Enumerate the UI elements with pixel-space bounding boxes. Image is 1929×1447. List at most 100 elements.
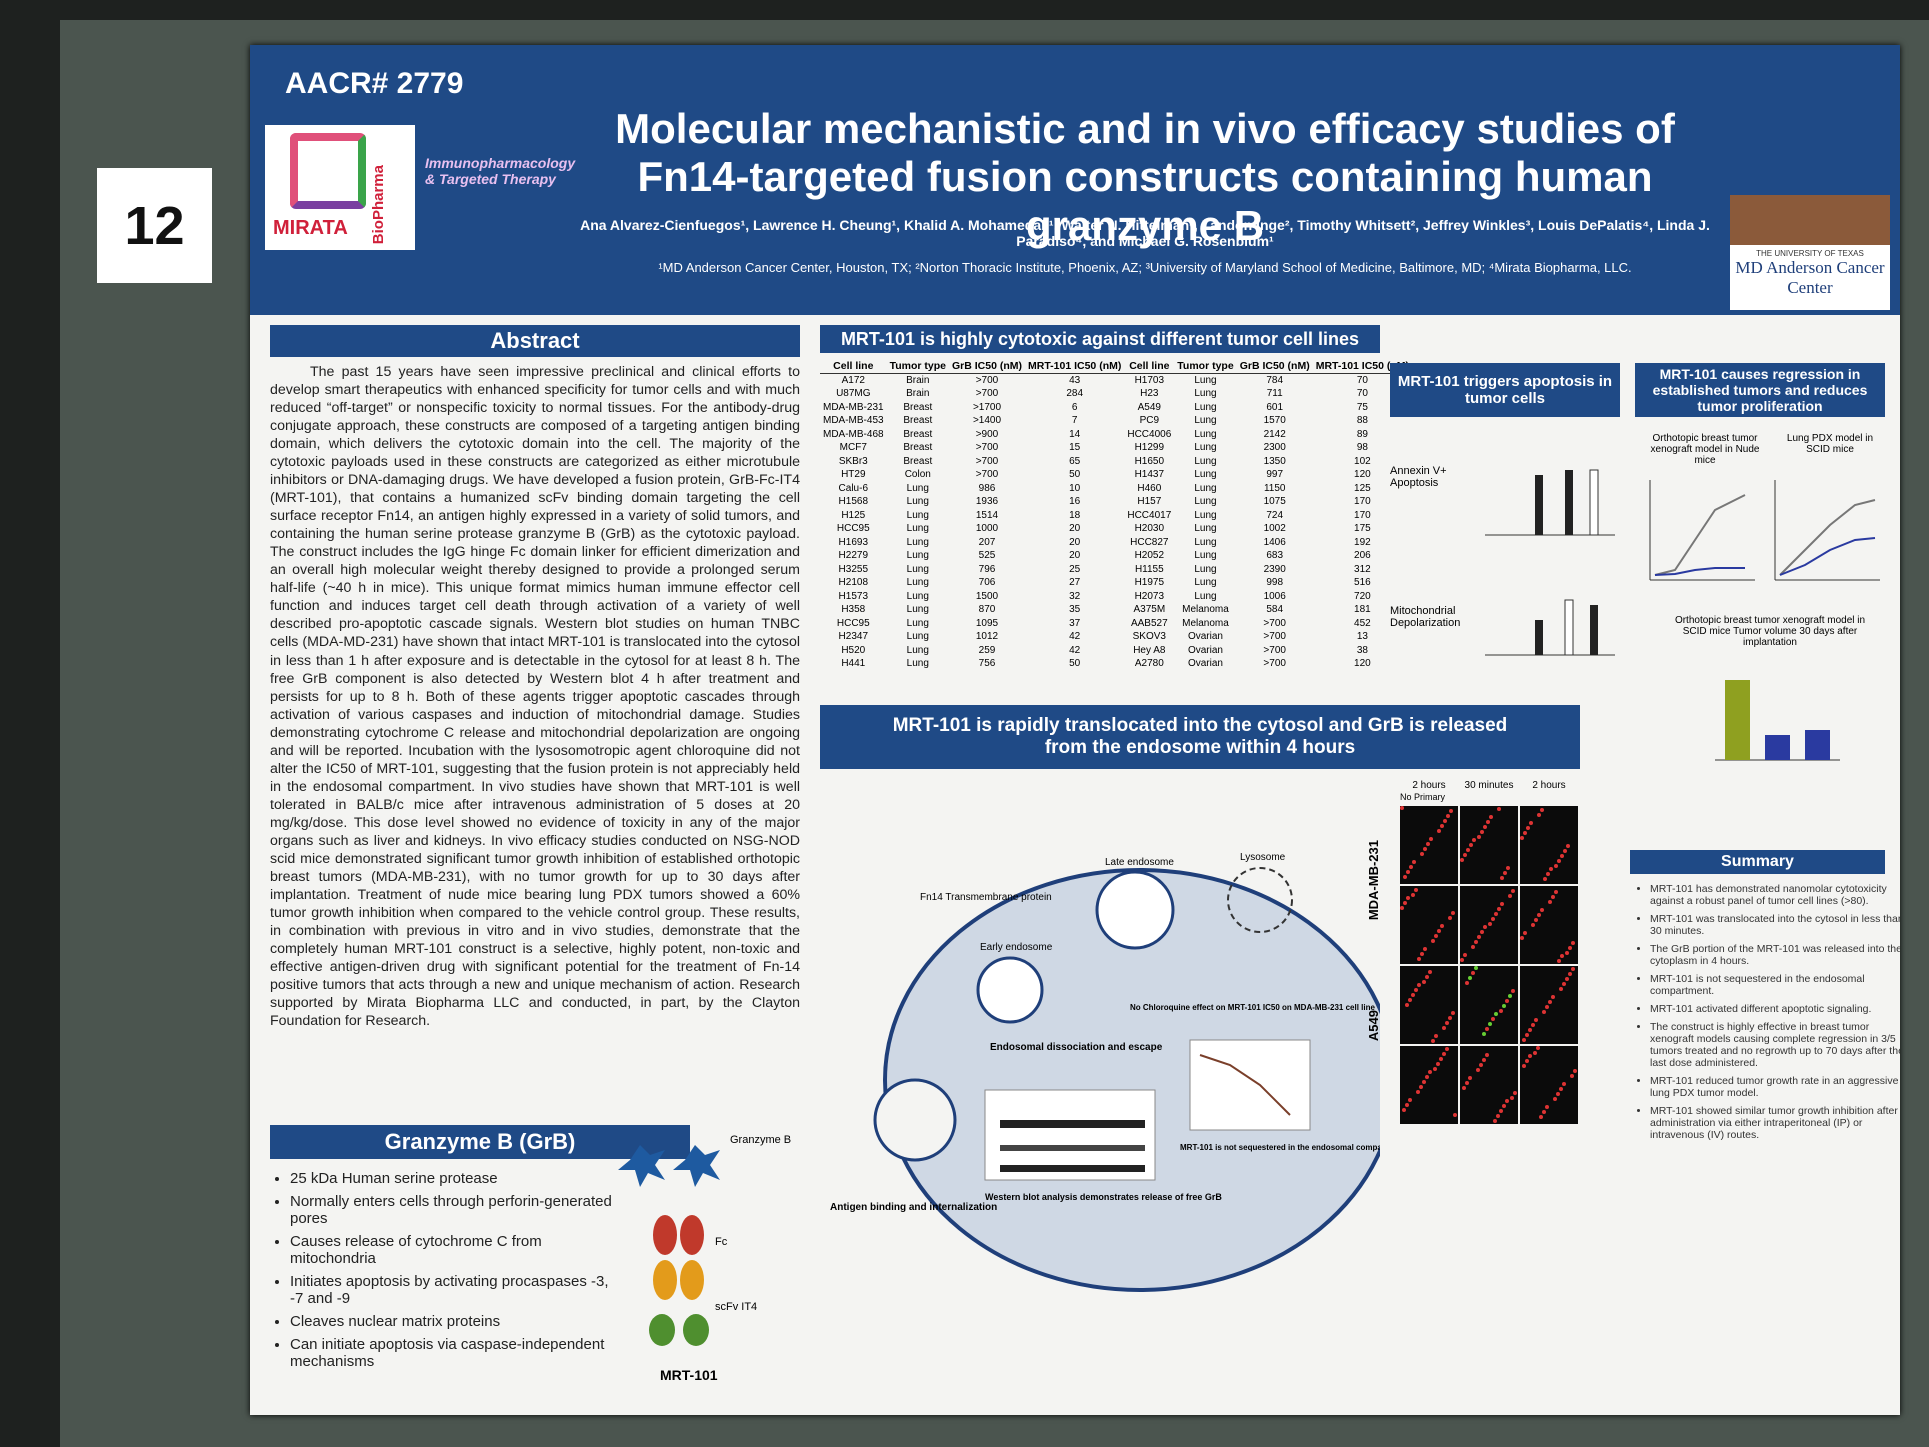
table-cell: >700: [1263, 631, 1286, 643]
cell-dot: [1451, 1011, 1455, 1015]
curve: [1654, 567, 1745, 576]
cell-dot: [1533, 1051, 1537, 1055]
table-cell: 102: [1354, 455, 1371, 467]
cell-dot: [1539, 1115, 1543, 1119]
table-cell: Lung: [906, 509, 929, 521]
table-cell: 20: [1069, 536, 1081, 548]
diagram-label: No Chloroquine effect on MRT-101 IC50 on…: [1130, 1003, 1375, 1012]
table-cell: 1012: [975, 631, 999, 643]
table-cell: H2279: [838, 550, 869, 562]
table-cell: >700: [975, 374, 999, 386]
cell-dot: [1543, 877, 1547, 881]
cell-dot: [1491, 1017, 1495, 1021]
cell-dot: [1528, 1054, 1532, 1058]
table-cell: 207: [978, 536, 996, 548]
table-cell: 15: [1069, 442, 1081, 454]
table-cell: SKOV3: [1132, 631, 1166, 643]
figure-bar: [1565, 470, 1573, 535]
table-cell: Brain: [906, 374, 930, 386]
table-row: MCF7 Breast >700 15 H1299 Lung 2300 98: [820, 441, 1412, 455]
bullet-list: MRT-101 has demonstrated nanomolar cytot…: [1630, 883, 1900, 1147]
cell-dot: [1474, 966, 1478, 970]
cell-dot: [1513, 1091, 1517, 1095]
cell-dot: [1497, 907, 1501, 911]
table-cell: Ovarian: [1187, 644, 1223, 656]
cell-dot: [1520, 836, 1524, 840]
cell-dot: [1412, 860, 1416, 864]
cell-dot: [1431, 1039, 1435, 1043]
cell-dot: [1557, 959, 1561, 963]
micrograph: [1520, 966, 1578, 1044]
header: AACR# 2779 MIRATA BioPharma Immunopharma…: [250, 45, 1900, 315]
cell-dot: [1423, 847, 1427, 851]
cell-dot: [1571, 941, 1575, 945]
table-cell: 2142: [1263, 428, 1286, 440]
figure-bar: [1535, 475, 1543, 535]
table-cell: 720: [1354, 590, 1371, 602]
figure-label: Annexin V+ Apoptosis: [1390, 465, 1447, 489]
cell-dot: [1437, 829, 1441, 833]
cell-dot: [1559, 1087, 1563, 1091]
cell-dot: [1505, 999, 1509, 1003]
cell-dot: [1436, 1062, 1440, 1066]
bullet: The GrB portion of the MRT-101 was relea…: [1650, 943, 1900, 967]
table-cell: 43: [1069, 374, 1081, 386]
table-cell: 20: [1069, 523, 1081, 535]
cell-dot: [1462, 1086, 1466, 1090]
table-cell: 18: [1069, 509, 1081, 521]
table-cell: Breast: [903, 455, 933, 467]
table-row: H2108 Lung 706 27 H1975 Lung 998 516: [820, 576, 1412, 590]
cell-dot: [1460, 858, 1464, 862]
figure-bar: [1564, 599, 1574, 656]
cell-dot: [1571, 967, 1575, 971]
cell-dot: [1565, 977, 1569, 981]
bullet: MRT-101 showed similar tumor growth inhi…: [1650, 1105, 1900, 1141]
table-cell: Lung: [1194, 523, 1217, 535]
table-row: MDA-MB-468 Breast >900 14 HCC4006 Lung 2142 89: [820, 428, 1412, 442]
table-cell: 796: [978, 563, 996, 575]
table-row: H125 Lung 1514 18 HCC4017 Lung 724 170: [820, 509, 1412, 523]
fold-change-figure: [1715, 680, 1840, 761]
bullet: 25 kDa Human serine protease: [290, 1170, 620, 1187]
cell-dot: [1463, 853, 1467, 857]
cell-dot: [1553, 1097, 1557, 1101]
cell-dot: [1417, 957, 1421, 961]
cell-dot: [1522, 1038, 1526, 1042]
bullet: Cleaves nuclear matrix proteins: [290, 1313, 620, 1330]
table-cell: 206: [1354, 550, 1371, 562]
column-header: MRT-101 IC50 (nM): [1312, 359, 1413, 374]
cell-dot: [1525, 1033, 1529, 1037]
cell-dot: [1426, 842, 1430, 846]
table-cell: 525: [978, 550, 996, 562]
column-header: MRT-101 IC50 (nM): [1025, 359, 1125, 374]
table-cell: 1095: [975, 617, 999, 629]
cell-dot: [1568, 972, 1572, 976]
table-row: H1568 Lung 1936 16 H157 Lung 1075 170: [820, 495, 1412, 509]
table-cell: Lung: [1194, 374, 1217, 386]
viability-plot: [1189, 1039, 1311, 1131]
table-cell: 706: [978, 577, 996, 589]
figure-label: Orthotopic breast tumor xenograft model …: [1674, 615, 1866, 648]
logo-text: MIRATA: [273, 217, 348, 239]
translocation-diagram: Fn14 Transmembrane protein Early endosom…: [830, 852, 1380, 1292]
table-cell: 1002: [1263, 523, 1286, 535]
table-cell: Lung: [1194, 550, 1217, 562]
cell-dot: [1476, 1068, 1480, 1072]
figure-label: Orthotopic breast tumor xenograft model …: [1650, 433, 1760, 466]
cell-dot: [1448, 1016, 1452, 1020]
table-cell: >700: [975, 442, 999, 454]
table-cell: 1075: [1263, 496, 1286, 508]
cell-dot: [1506, 866, 1510, 870]
micrograph: [1460, 966, 1518, 1044]
table-cell: MDA-MB-468: [823, 428, 884, 440]
table-cell: 756: [978, 658, 996, 670]
table-row: H1573 Lung 1500 32 H2073 Lung 1006 720: [820, 590, 1412, 604]
cell-dot: [1491, 917, 1495, 921]
cell-dot: [1522, 1064, 1526, 1068]
bullet: MRT-101 was translocated into the cytoso…: [1650, 913, 1900, 937]
cell-dot: [1465, 1081, 1469, 1085]
table-cell: H1693: [838, 536, 869, 548]
table-cell: HCC95: [836, 523, 870, 535]
cell-dot: [1453, 1113, 1457, 1117]
